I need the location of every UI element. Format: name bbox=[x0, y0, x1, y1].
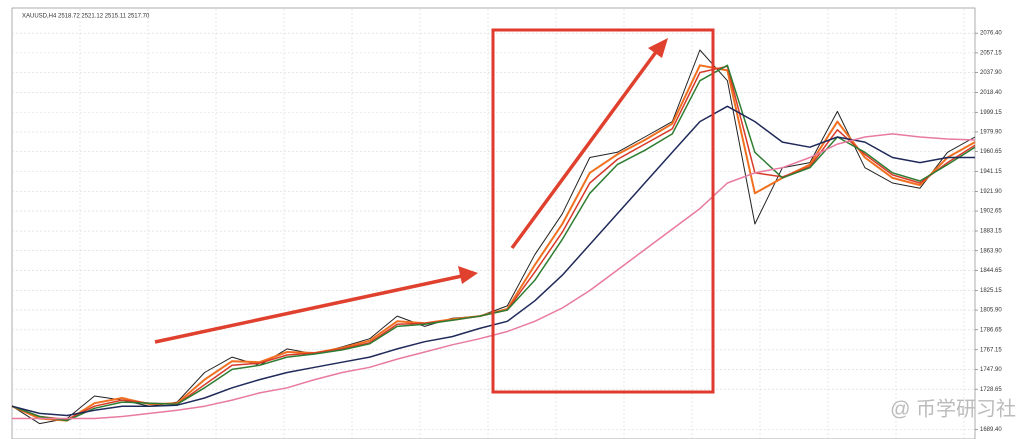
highlight-box bbox=[491, 28, 715, 394]
y-tick-label: 1767.15 bbox=[980, 347, 1002, 353]
y-tick-label: 1747.90 bbox=[980, 367, 1002, 373]
y-tick-label: 2076.40 bbox=[980, 31, 1002, 37]
y-tick-label: 2018.40 bbox=[980, 90, 1002, 96]
y-tick-label: 1921.90 bbox=[980, 189, 1002, 195]
y-tick-label: 1960.65 bbox=[980, 149, 1002, 155]
y-tick-label: 1979.90 bbox=[980, 130, 1002, 136]
arrow-head bbox=[458, 266, 478, 284]
y-tick-label: 1863.90 bbox=[980, 248, 1002, 254]
trend-arrows bbox=[154, 38, 668, 344]
y-tick-label: 1728.65 bbox=[980, 387, 1002, 393]
horizontal-grid: 2076.40 2057.15 2037.90 2018.40 1999.15 1979.… bbox=[12, 31, 1002, 433]
arrow-head bbox=[648, 38, 668, 58]
y-tick-label: 1786.65 bbox=[980, 327, 1002, 333]
y-tick-label: 1805.90 bbox=[980, 308, 1002, 314]
y-tick-label: 1941.15 bbox=[980, 169, 1002, 175]
y-tick-label: 2037.90 bbox=[980, 70, 1002, 76]
arrow-line bbox=[154, 274, 463, 344]
y-tick-label: 1844.65 bbox=[980, 268, 1002, 274]
y-tick-label: 1883.15 bbox=[980, 229, 1002, 235]
plot-frame bbox=[11, 7, 976, 439]
arrow-line bbox=[510, 50, 658, 250]
y-tick-label: 2057.15 bbox=[980, 50, 1002, 56]
y-tick-label: 1999.15 bbox=[980, 110, 1002, 116]
chart-title: XAUUSD,H4 2518.72 2521.12 2515.11 2517.7… bbox=[22, 14, 150, 20]
watermark: @ 币学研习社 bbox=[890, 397, 1016, 420]
y-tick-label: 1902.65 bbox=[980, 209, 1002, 215]
y-tick-label: 1825.15 bbox=[980, 288, 1002, 294]
y-tick-label: 1689.40 bbox=[980, 427, 1002, 433]
